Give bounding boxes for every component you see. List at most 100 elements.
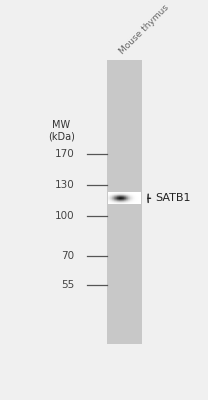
Bar	[123, 196, 124, 197]
Bar	[110, 200, 111, 201]
Bar	[108, 202, 109, 203]
Bar	[124, 200, 125, 201]
Bar	[133, 202, 134, 203]
Bar	[118, 202, 119, 203]
Bar	[109, 193, 110, 194]
Bar	[109, 194, 110, 195]
Bar	[133, 193, 134, 194]
Bar	[122, 203, 123, 204]
Bar	[119, 194, 120, 195]
Bar	[125, 196, 126, 197]
Bar	[120, 201, 121, 202]
Bar	[111, 203, 112, 204]
Bar	[138, 199, 139, 200]
Bar	[117, 199, 118, 200]
Bar	[117, 200, 118, 201]
Bar	[137, 200, 138, 201]
Bar	[130, 199, 131, 200]
Bar	[121, 200, 122, 201]
Bar	[121, 193, 122, 194]
Bar	[130, 203, 131, 204]
Bar	[137, 198, 138, 199]
Bar	[119, 197, 120, 198]
Bar	[135, 197, 136, 198]
Bar	[135, 203, 136, 204]
Bar	[119, 198, 120, 199]
Bar	[132, 198, 133, 199]
Bar	[133, 199, 134, 200]
Bar	[114, 195, 115, 196]
Bar	[138, 192, 139, 193]
Bar	[124, 203, 125, 204]
Bar	[116, 200, 117, 201]
Bar	[140, 195, 141, 196]
Bar	[119, 203, 120, 204]
Bar	[124, 200, 125, 201]
Bar	[120, 201, 121, 202]
Bar	[129, 199, 130, 200]
Bar	[114, 194, 115, 195]
Bar	[132, 194, 133, 195]
Bar	[112, 203, 113, 204]
Bar	[121, 200, 122, 201]
Bar	[114, 197, 115, 198]
Bar	[138, 201, 139, 202]
Bar	[127, 193, 128, 194]
Bar	[120, 193, 121, 194]
Bar	[130, 200, 131, 201]
Bar	[137, 199, 138, 200]
Bar	[124, 195, 125, 196]
Bar	[112, 201, 113, 202]
Bar	[133, 196, 134, 197]
Bar	[140, 201, 141, 202]
Bar	[119, 198, 120, 199]
Bar	[112, 199, 113, 200]
Bar	[115, 203, 116, 204]
Bar	[110, 203, 111, 204]
Text: 130: 130	[55, 180, 74, 190]
Bar	[131, 197, 132, 198]
Bar	[125, 198, 126, 199]
Bar	[112, 199, 113, 200]
Bar	[122, 202, 123, 203]
Bar	[136, 199, 137, 200]
Bar	[138, 196, 139, 197]
Bar	[136, 199, 137, 200]
Bar	[112, 203, 113, 204]
Bar	[109, 203, 110, 204]
Bar	[110, 200, 111, 201]
Bar	[133, 198, 134, 199]
Bar	[135, 192, 136, 193]
Bar	[124, 202, 125, 203]
Bar	[135, 202, 136, 203]
Bar	[112, 195, 113, 196]
Bar	[129, 203, 130, 204]
Bar	[122, 199, 123, 200]
Bar	[117, 192, 118, 193]
Bar	[123, 195, 124, 196]
Bar	[132, 201, 133, 202]
Bar	[122, 200, 123, 201]
Bar	[132, 199, 133, 200]
Bar	[124, 195, 125, 196]
Bar	[111, 201, 112, 202]
Bar	[133, 198, 134, 199]
Bar	[140, 203, 141, 204]
Bar	[125, 203, 126, 204]
Bar	[132, 200, 133, 201]
Bar	[117, 194, 118, 195]
Bar	[132, 196, 133, 197]
Bar	[115, 196, 116, 197]
Bar	[121, 196, 122, 197]
Bar	[138, 195, 139, 196]
Bar	[117, 195, 118, 196]
Bar	[133, 194, 134, 195]
Bar	[138, 203, 139, 204]
Bar	[129, 197, 130, 198]
Bar	[124, 200, 125, 201]
Bar	[134, 198, 135, 199]
Bar	[132, 193, 133, 194]
Bar	[125, 194, 126, 195]
Bar	[131, 198, 132, 199]
Bar	[132, 200, 133, 201]
